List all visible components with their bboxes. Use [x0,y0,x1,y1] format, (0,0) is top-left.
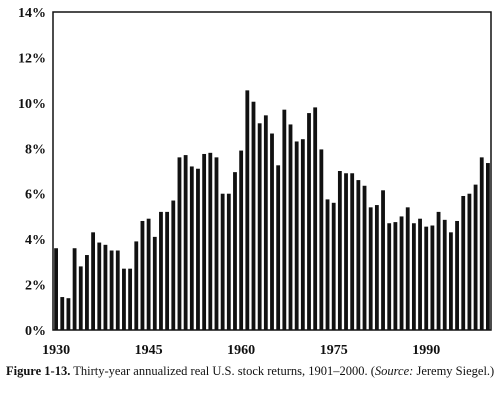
bar [91,232,96,330]
bar [387,223,392,330]
bar [276,165,281,330]
bar [196,168,200,330]
bar [165,211,170,330]
bar [233,172,237,330]
bar [251,101,256,330]
bar [85,255,89,330]
bar [300,139,305,330]
x-tick-label: 1930 [42,343,70,358]
y-tick-label: 2% [25,279,46,294]
x-tick-label: 1975 [320,343,348,358]
bar [448,232,453,330]
bar [183,155,188,330]
y-tick-label: 10% [18,97,46,112]
bar [140,220,145,330]
bar [344,173,348,330]
bar [115,250,120,330]
bar [263,115,268,330]
caption-text: Thirty-year annualized real U.S. stock r… [70,364,375,378]
bar [374,205,379,330]
y-tick-label: 14% [18,6,46,21]
bar [146,218,151,330]
bar [226,193,231,330]
bar [282,109,287,330]
caption-source-label: Source: [374,364,414,378]
bar [442,219,447,330]
bar [103,244,108,330]
bar [424,226,429,330]
bar [473,184,478,330]
bar [455,220,459,330]
figure-label: Figure 1-13. [6,364,71,378]
bar [220,193,225,330]
bar [307,113,311,330]
bar [152,236,157,330]
bar [350,173,355,330]
bar [430,225,435,330]
bar [159,211,163,330]
bar [486,163,490,330]
bar [479,157,484,330]
caption-source-text: Jeremy Siegel.) [413,364,495,378]
y-tick-label: 8% [25,142,46,157]
x-tick-label: 1945 [135,343,163,358]
figure-caption: Figure 1-13. Thirty-year annualized real… [6,364,496,379]
bar [411,223,416,330]
bar [313,107,318,331]
bar [54,248,58,330]
bar [245,90,250,330]
bar [202,153,207,330]
bar [109,250,114,330]
y-tick-label: 12% [18,51,46,66]
bar [294,141,299,330]
plot-frame [52,11,492,331]
y-tick-label: 0% [25,324,46,339]
bar [134,241,139,330]
bar [331,202,336,330]
y-axis-tick-labels: 0% 2% 4% 6% 8% 10% 12% 14% [18,6,46,339]
bar [399,216,404,330]
bar [362,185,367,330]
x-tick-label: 1990 [412,343,440,358]
bar [122,268,126,330]
x-tick-label: 1960 [227,343,255,358]
bar [97,242,102,330]
bar [436,211,441,330]
bar [78,266,83,330]
bar [60,297,65,330]
bar [171,200,176,330]
bar [319,149,324,330]
y-tick-label: 4% [25,233,46,248]
x-axis-tick-labels: 1930 1945 1960 1975 1990 [42,343,440,358]
bar [393,222,398,330]
bar [418,218,422,330]
bar-series [54,90,490,331]
bar [189,166,194,330]
bar [270,133,274,330]
bar [257,123,262,330]
bar [368,207,373,330]
bar [239,150,244,330]
bar [214,157,219,330]
bar [467,193,472,330]
bar [356,180,361,330]
bar [177,157,182,330]
bar [461,195,466,330]
bar [208,152,213,330]
bar [381,190,385,330]
bar [405,207,410,330]
bar [288,124,293,330]
y-tick-label: 6% [25,188,46,203]
bar [66,298,71,330]
bar [128,268,133,330]
bar [72,248,77,330]
bar [337,171,342,330]
bar [325,199,330,330]
